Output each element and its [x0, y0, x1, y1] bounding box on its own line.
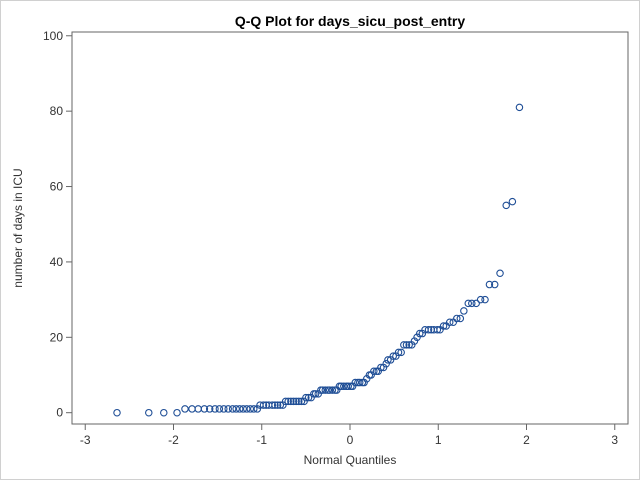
- data-point: [460, 307, 468, 315]
- x-tick-label: -2: [168, 433, 179, 447]
- y-axis-label: number of days in ICU: [11, 168, 25, 287]
- x-tick-label: -3: [80, 433, 91, 447]
- y-tick-label: 80: [50, 104, 64, 118]
- data-point: [508, 197, 517, 206]
- data-point: [433, 326, 442, 334]
- data-point: [250, 405, 258, 413]
- data-point: [292, 397, 300, 406]
- data-point: [472, 299, 480, 308]
- data-points: [113, 103, 524, 417]
- data-point: [205, 405, 214, 413]
- data-point: [287, 397, 295, 406]
- data-point: [259, 401, 268, 409]
- plot-area: [71, 31, 629, 425]
- data-point: [453, 314, 461, 323]
- y-tick-label: 100: [43, 29, 63, 43]
- data-point: [456, 314, 465, 323]
- data-point: [188, 405, 196, 413]
- data-point: [394, 348, 403, 357]
- data-point: [145, 408, 153, 417]
- data-point: [242, 405, 251, 413]
- data-point: [481, 295, 489, 304]
- y-tick-label: 40: [50, 255, 64, 269]
- y-tick-label: 0: [56, 406, 63, 420]
- data-point: [325, 386, 334, 394]
- data-point: [246, 405, 255, 413]
- data-point: [445, 318, 454, 326]
- data-point: [405, 341, 413, 349]
- data-point: [160, 408, 168, 417]
- x-axis: -3 -2 -1 0 1 2 3: [80, 424, 618, 447]
- data-point: [276, 401, 285, 409]
- data-point: [468, 299, 476, 308]
- y-tick-label: 60: [50, 180, 64, 194]
- data-point: [200, 405, 209, 413]
- x-tick-label: 2: [523, 433, 530, 447]
- data-point: [340, 382, 348, 391]
- data-point: [194, 405, 202, 413]
- x-tick-label: 1: [435, 433, 442, 447]
- data-point: [302, 393, 310, 402]
- data-point: [289, 397, 298, 406]
- data-point: [113, 408, 121, 417]
- data-point: [415, 329, 424, 338]
- data-point: [344, 382, 352, 391]
- data-point: [389, 352, 397, 360]
- data-point: [321, 386, 330, 394]
- y-axis: 0 20 40 60 80 100: [43, 29, 72, 420]
- data-point: [502, 201, 510, 210]
- data-point: [239, 405, 247, 413]
- data-point: [318, 386, 327, 394]
- data-point: [173, 408, 181, 417]
- data-point: [382, 359, 390, 368]
- data-point: [273, 401, 282, 409]
- data-point: [228, 405, 237, 413]
- data-point: [355, 378, 364, 387]
- data-point: [464, 299, 473, 308]
- x-axis-label: Normal Quantiles: [304, 453, 397, 467]
- data-point: [337, 382, 345, 391]
- data-point: [485, 280, 494, 289]
- data-point: [490, 280, 499, 289]
- data-point: [268, 401, 277, 409]
- data-point: [297, 397, 306, 406]
- data-point: [400, 341, 408, 349]
- y-tick-label: 20: [50, 330, 64, 344]
- data-point: [311, 390, 320, 398]
- data-point: [284, 397, 292, 406]
- data-point: [351, 378, 360, 387]
- data-point: [224, 405, 232, 413]
- data-point: [476, 295, 485, 304]
- data-point: [271, 401, 279, 409]
- data-point: [328, 386, 337, 394]
- x-tick-label: -1: [256, 433, 267, 447]
- data-point: [235, 405, 244, 413]
- data-point: [377, 363, 385, 372]
- data-point: [384, 356, 392, 364]
- data-point: [215, 405, 224, 413]
- chart-title: Q-Q Plot for days_sicu_post_entry: [235, 13, 465, 29]
- data-point: [402, 341, 411, 349]
- data-point: [220, 405, 228, 413]
- data-point: [232, 405, 240, 413]
- data-point: [295, 397, 303, 406]
- data-point: [300, 397, 308, 406]
- data-point: [281, 397, 290, 406]
- x-tick-label: 3: [611, 433, 618, 447]
- data-point: [181, 405, 189, 413]
- data-point: [370, 367, 378, 375]
- data-point: [515, 103, 524, 112]
- data-point: [211, 405, 219, 413]
- data-point: [397, 348, 405, 357]
- data-point: [424, 326, 433, 334]
- data-point: [496, 269, 504, 277]
- data-point: [439, 322, 448, 330]
- data-point: [304, 393, 313, 402]
- x-tick-label: 0: [347, 433, 354, 447]
